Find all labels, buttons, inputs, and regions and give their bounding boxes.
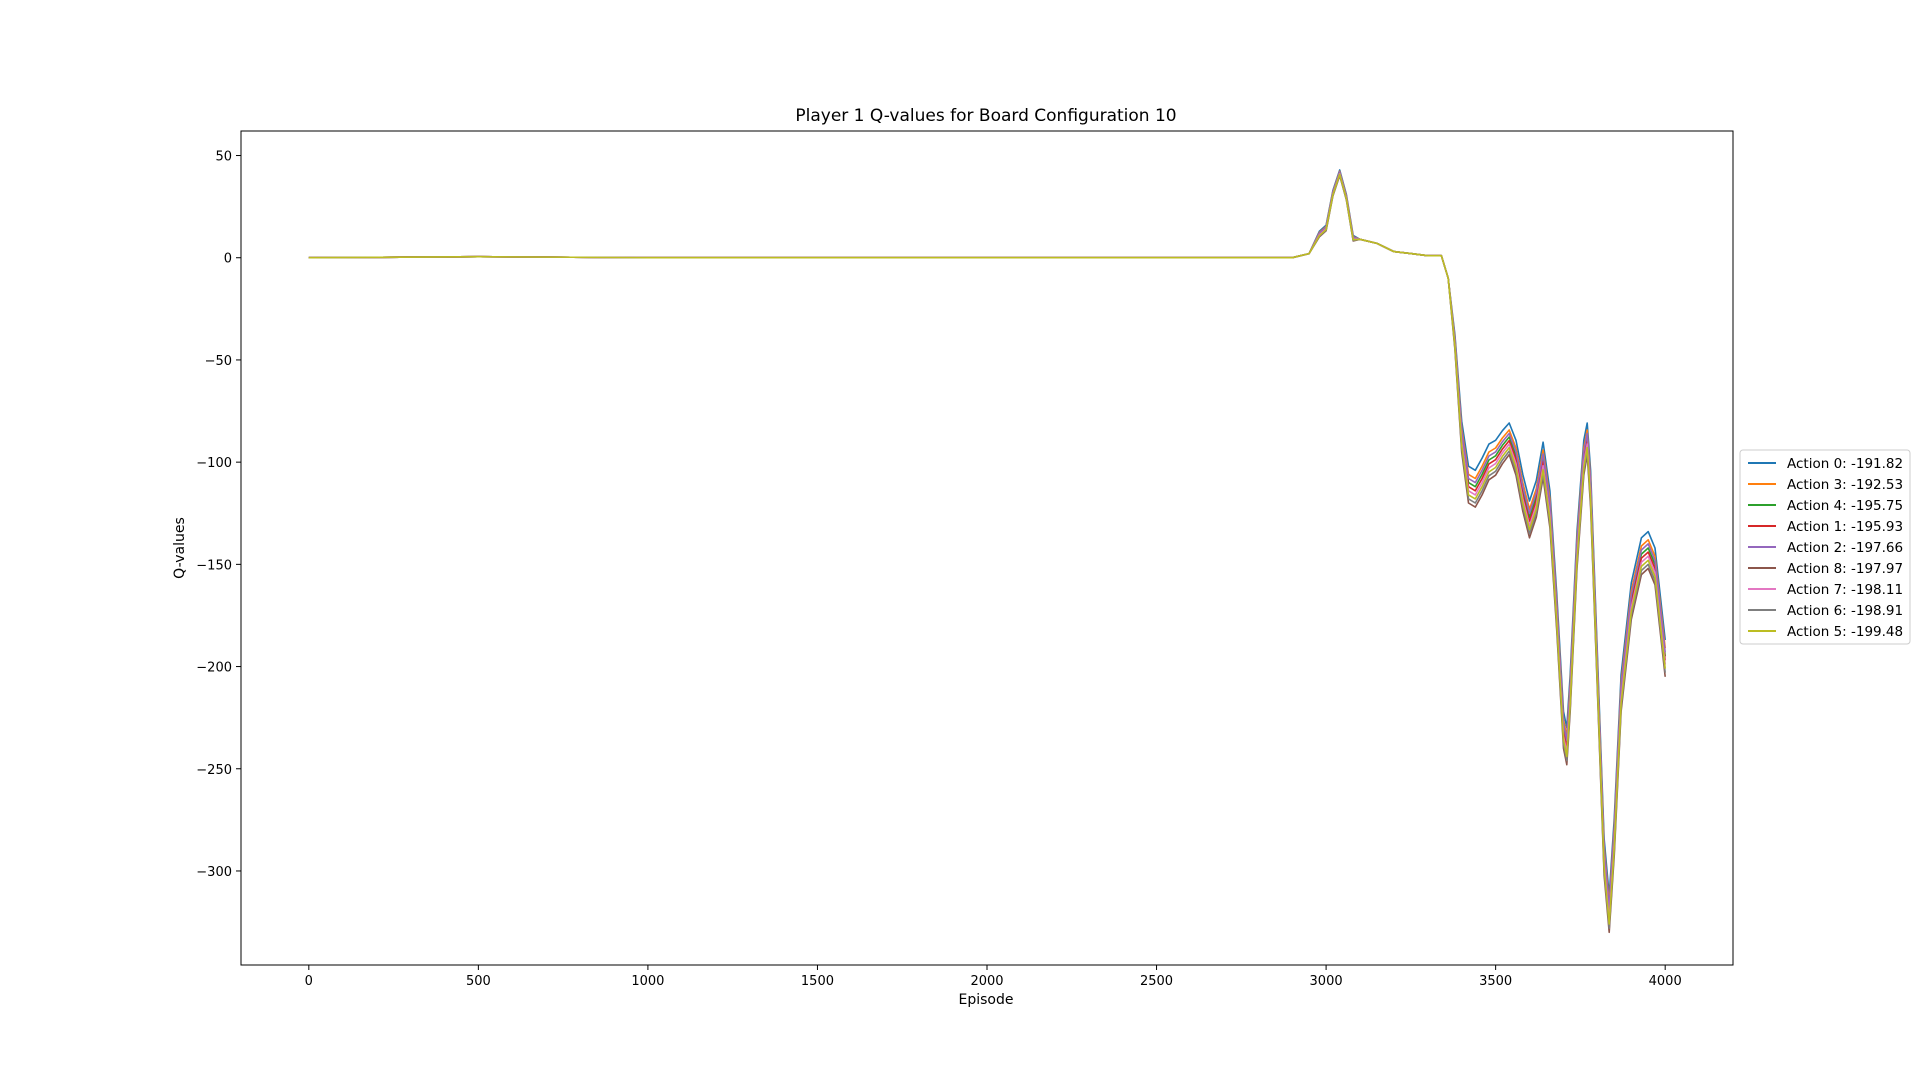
x-tick-label: 500 bbox=[466, 974, 491, 989]
x-tick-label: 2000 bbox=[970, 974, 1003, 989]
plot-area bbox=[308, 169, 1666, 934]
series-layer bbox=[308, 169, 1666, 934]
y-tick-label: −250 bbox=[196, 763, 232, 778]
legend-label: Action 2: -197.66 bbox=[1787, 540, 1903, 556]
legend-label: Action 3: -192.53 bbox=[1787, 477, 1903, 493]
y-tick-label: −300 bbox=[196, 865, 232, 880]
x-tick-label: 2500 bbox=[1140, 974, 1173, 989]
y-tick-label: −200 bbox=[196, 661, 232, 676]
y-axis-label: Q-values bbox=[172, 517, 188, 579]
y-tick-label: −150 bbox=[196, 558, 232, 573]
y-tick-label: 0 bbox=[224, 252, 232, 267]
y-tick-label: −100 bbox=[196, 456, 232, 471]
x-tick-label: 1500 bbox=[801, 974, 834, 989]
legend-label: Action 1: -195.93 bbox=[1787, 519, 1903, 535]
series-line bbox=[308, 173, 1666, 925]
legend-label: Action 8: -197.97 bbox=[1787, 561, 1903, 577]
x-tick-label: 3500 bbox=[1479, 974, 1512, 989]
legend-label: Action 5: -199.48 bbox=[1787, 624, 1903, 640]
legend-label: Action 6: -198.91 bbox=[1787, 603, 1903, 619]
x-tick-label: 0 bbox=[305, 974, 313, 989]
legend: Action 0: -191.82 Action 3: -192.53 Action… bbox=[1739, 449, 1911, 645]
x-axis-label: Episode bbox=[959, 992, 1014, 1008]
y-axis: 50 0 −50 −100 −150 −200 −250 −300 bbox=[196, 150, 241, 880]
x-axis: 0 500 1000 1500 2000 2500 3000 3500 4000 bbox=[305, 965, 1682, 989]
legend-label: Action 4: -195.75 bbox=[1787, 498, 1903, 514]
legend-label: Action 7: -198.11 bbox=[1787, 582, 1903, 598]
x-tick-label: 3000 bbox=[1310, 974, 1343, 989]
legend-frame bbox=[1739, 449, 1911, 645]
x-tick-label: 1000 bbox=[631, 974, 664, 989]
x-tick-label: 4000 bbox=[1649, 974, 1682, 989]
legend-label: Action 0: -191.82 bbox=[1787, 456, 1903, 472]
y-tick-label: −50 bbox=[205, 354, 232, 369]
y-tick-label: 50 bbox=[215, 150, 232, 165]
chart-title: Player 1 Q-values for Board Configuratio… bbox=[795, 106, 1176, 126]
